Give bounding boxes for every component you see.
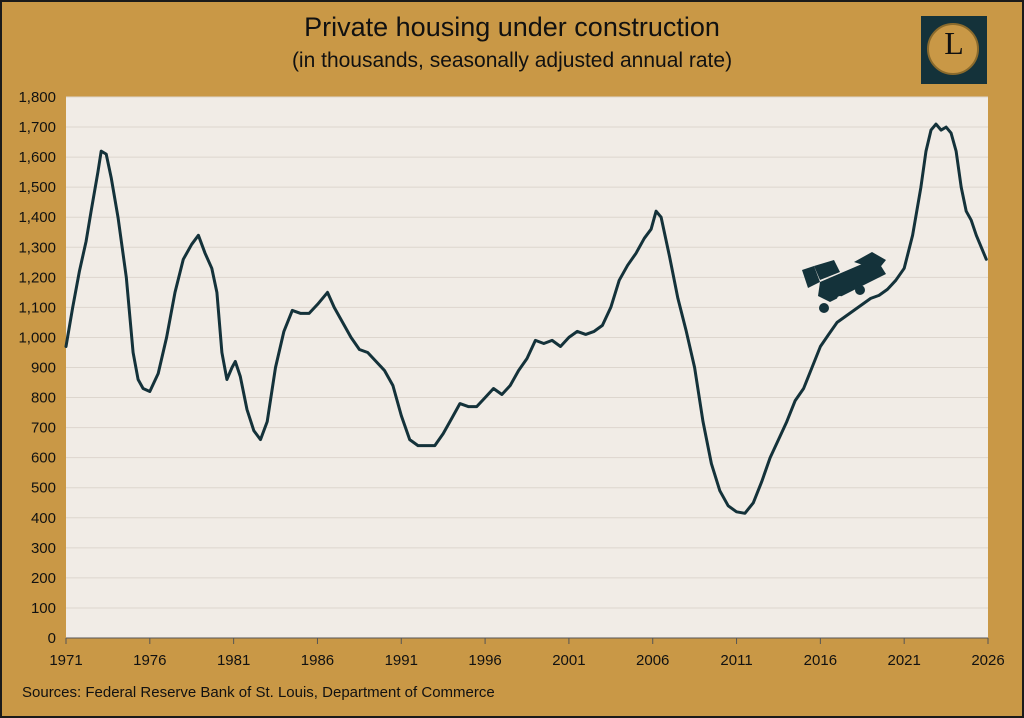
- y-tick-label: 400: [31, 510, 56, 527]
- y-axis-ticks: 0 100 200 300 400 500 600 700 800 900 1,000 1,100 1,…: [18, 89, 56, 647]
- x-tick-label: 1971: [49, 652, 82, 669]
- logo-ring: [927, 23, 979, 75]
- x-tick-label: 2006: [636, 652, 669, 669]
- chart-subtitle: (in thousands, seasonally adjusted annua…: [291, 49, 733, 72]
- y-tick-label: 1,200: [18, 269, 56, 286]
- y-tick-label: 100: [31, 600, 56, 617]
- y-tick-label: 1,000: [18, 329, 56, 346]
- y-tick-label: 300: [31, 540, 56, 557]
- y-tick-label: 200: [31, 570, 56, 587]
- y-tick-label: 500: [31, 480, 56, 497]
- y-tick-label: 1,400: [18, 209, 56, 226]
- x-tick-label: 2026: [971, 652, 1004, 669]
- y-tick-label: 1,300: [18, 239, 56, 256]
- y-tick-label: 1,700: [18, 119, 56, 136]
- x-tick-label: 2011: [720, 652, 752, 669]
- y-tick-label: 900: [31, 360, 56, 377]
- logo: L: [921, 16, 987, 84]
- excavator-icon: [802, 252, 886, 313]
- x-tick-label: 2016: [804, 652, 837, 669]
- y-tick-label: 800: [31, 390, 56, 407]
- logo-letter: L: [944, 25, 964, 61]
- series-line: [64, 122, 988, 515]
- x-tick-label: 1986: [301, 652, 334, 669]
- y-tick-label: 1,600: [18, 149, 56, 166]
- chart-title: Private housing under construction: [304, 12, 720, 42]
- y-tick-label: 1,800: [18, 89, 56, 106]
- x-tick-label: 1991: [385, 652, 418, 669]
- x-tick-label: 1981: [217, 652, 250, 669]
- series-group: [64, 122, 988, 515]
- x-tick-label: 1996: [468, 652, 501, 669]
- y-tick-label: 0: [48, 630, 56, 647]
- y-tick-label: 1,500: [18, 179, 56, 196]
- x-tick-label: 2001: [552, 652, 585, 669]
- source-note: Sources: Federal Reserve Bank of St. Lou…: [22, 684, 495, 701]
- x-tick-label: 1976: [133, 652, 166, 669]
- y-tick-label: 1,100: [18, 299, 56, 316]
- x-tick-label: 2021: [887, 652, 920, 669]
- y-tick-label: 700: [31, 420, 56, 437]
- y-tick-label: 600: [31, 450, 56, 467]
- x-axis-ticks: 1971 1976 1981 1986 1991 1996 2001 2006 2011 2016…: [49, 638, 1005, 669]
